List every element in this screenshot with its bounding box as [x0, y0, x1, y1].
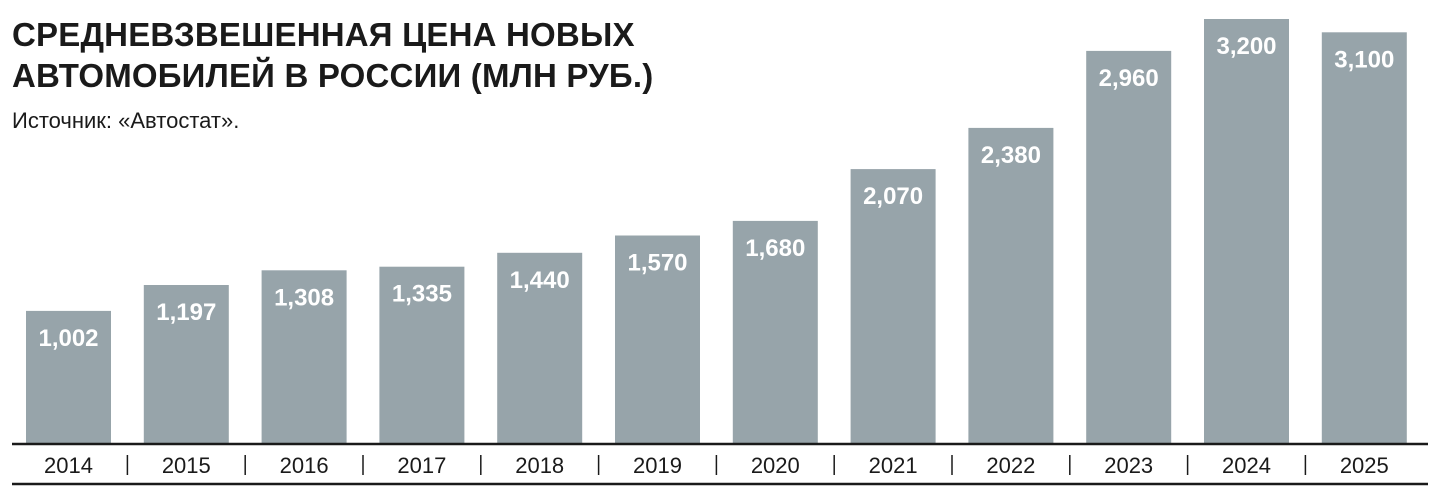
- bar-2025: [1321, 32, 1407, 445]
- value-label-2015: 1,197: [156, 299, 216, 326]
- value-labels-group: 1,002 1,197 1,308 1,335 1,440 1,570 1,680 2,070…: [38, 33, 1394, 352]
- bar-2018: [497, 252, 583, 445]
- value-label-2025: 3,100: [1334, 46, 1394, 73]
- chart-title: СРЕДНЕВЗВЕШЕННАЯ ЦЕНА НОВЫХ АВТОМОБИЛЕЙ …: [12, 14, 653, 96]
- bar-2022: [968, 127, 1054, 445]
- value-label-2024: 3,200: [1216, 33, 1276, 60]
- value-label-2014: 1,002: [38, 325, 98, 352]
- value-label-2020: 1,680: [745, 235, 805, 262]
- bar-2023: [1086, 50, 1172, 445]
- x-tick-label-2021: 2021: [869, 453, 918, 478]
- x-tick-label-2023: 2023: [1104, 453, 1153, 478]
- bar-2014: [26, 310, 111, 444]
- x-tick-label-2022: 2022: [986, 453, 1035, 478]
- value-label-2016: 1,308: [274, 284, 334, 311]
- value-label-2018: 1,440: [510, 267, 570, 294]
- chart-title-line-2: АВТОМОБИЛЕЙ В РОССИИ (МЛН РУБ.): [12, 57, 654, 94]
- bar-2015: [143, 285, 229, 444]
- chart-title-line-1: СРЕДНЕВЗВЕШЕННАЯ ЦЕНА НОВЫХ: [12, 16, 635, 53]
- bar-2024: [1204, 19, 1289, 444]
- x-tick-label-2019: 2019: [633, 453, 682, 478]
- bar-2016: [261, 270, 347, 444]
- value-label-2017: 1,335: [392, 281, 452, 308]
- value-label-2019: 1,570: [627, 250, 687, 277]
- x-tick-label-2016: 2016: [280, 453, 329, 478]
- bar-2017: [379, 266, 465, 444]
- x-tick-label-2018: 2018: [515, 453, 564, 478]
- bars-group: [26, 19, 1407, 445]
- bar-2020: [732, 220, 818, 444]
- x-tick-label-2015: 2015: [162, 453, 211, 478]
- bar-2021: [850, 169, 936, 444]
- value-label-2022: 2,380: [981, 142, 1041, 169]
- x-tick-label-2014: 2014: [44, 453, 93, 478]
- value-label-2023: 2,960: [1099, 65, 1159, 92]
- x-tick-label-2025: 2025: [1340, 453, 1389, 478]
- x-tick-label-2024: 2024: [1222, 453, 1271, 478]
- x-tick-labels-group: 2014 2015 2016 2017 2018 2019 2020 2021 2022 2023…: [44, 453, 1389, 478]
- x-tick-label-2020: 2020: [751, 453, 800, 478]
- value-label-2021: 2,070: [863, 183, 923, 210]
- bar-2019: [615, 235, 700, 444]
- x-tick-label-2017: 2017: [397, 453, 446, 478]
- source-note: Источник: «Автостат».: [12, 108, 240, 133]
